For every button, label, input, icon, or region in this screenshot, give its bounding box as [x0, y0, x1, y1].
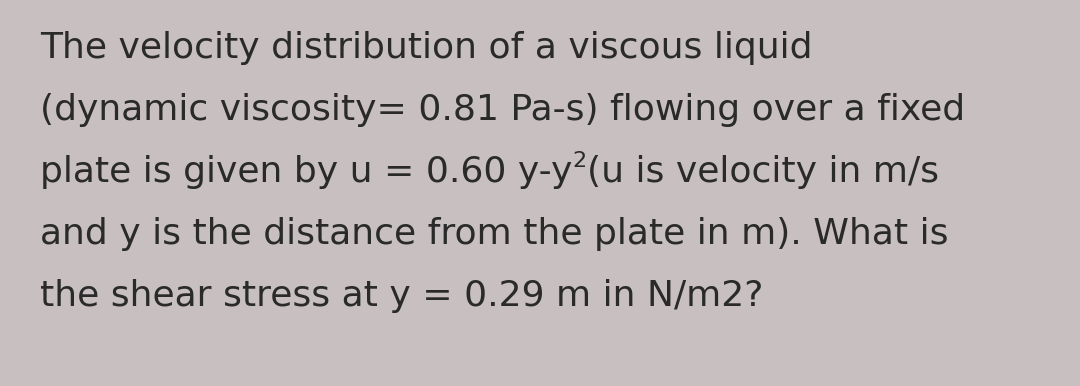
Text: and y is the distance from the plate in m). What is: and y is the distance from the plate in …	[40, 217, 948, 251]
Text: plate is given by u = 0.60 y-y: plate is given by u = 0.60 y-y	[40, 155, 572, 189]
Text: the shear stress at y = 0.29 m in N/m2?: the shear stress at y = 0.29 m in N/m2?	[40, 279, 764, 313]
Text: 2: 2	[572, 151, 586, 171]
Text: (dynamic viscosity= 0.81 Pa-s) flowing over a fixed: (dynamic viscosity= 0.81 Pa-s) flowing o…	[40, 93, 966, 127]
Text: The velocity distribution of a viscous liquid: The velocity distribution of a viscous l…	[40, 31, 812, 65]
Text: (u is velocity in m/s: (u is velocity in m/s	[586, 155, 939, 189]
